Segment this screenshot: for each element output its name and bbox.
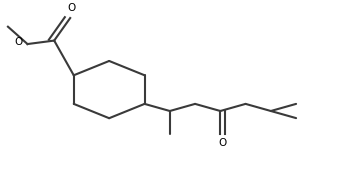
- Text: O: O: [218, 138, 227, 148]
- Text: O: O: [67, 3, 75, 13]
- Text: O: O: [15, 37, 23, 47]
